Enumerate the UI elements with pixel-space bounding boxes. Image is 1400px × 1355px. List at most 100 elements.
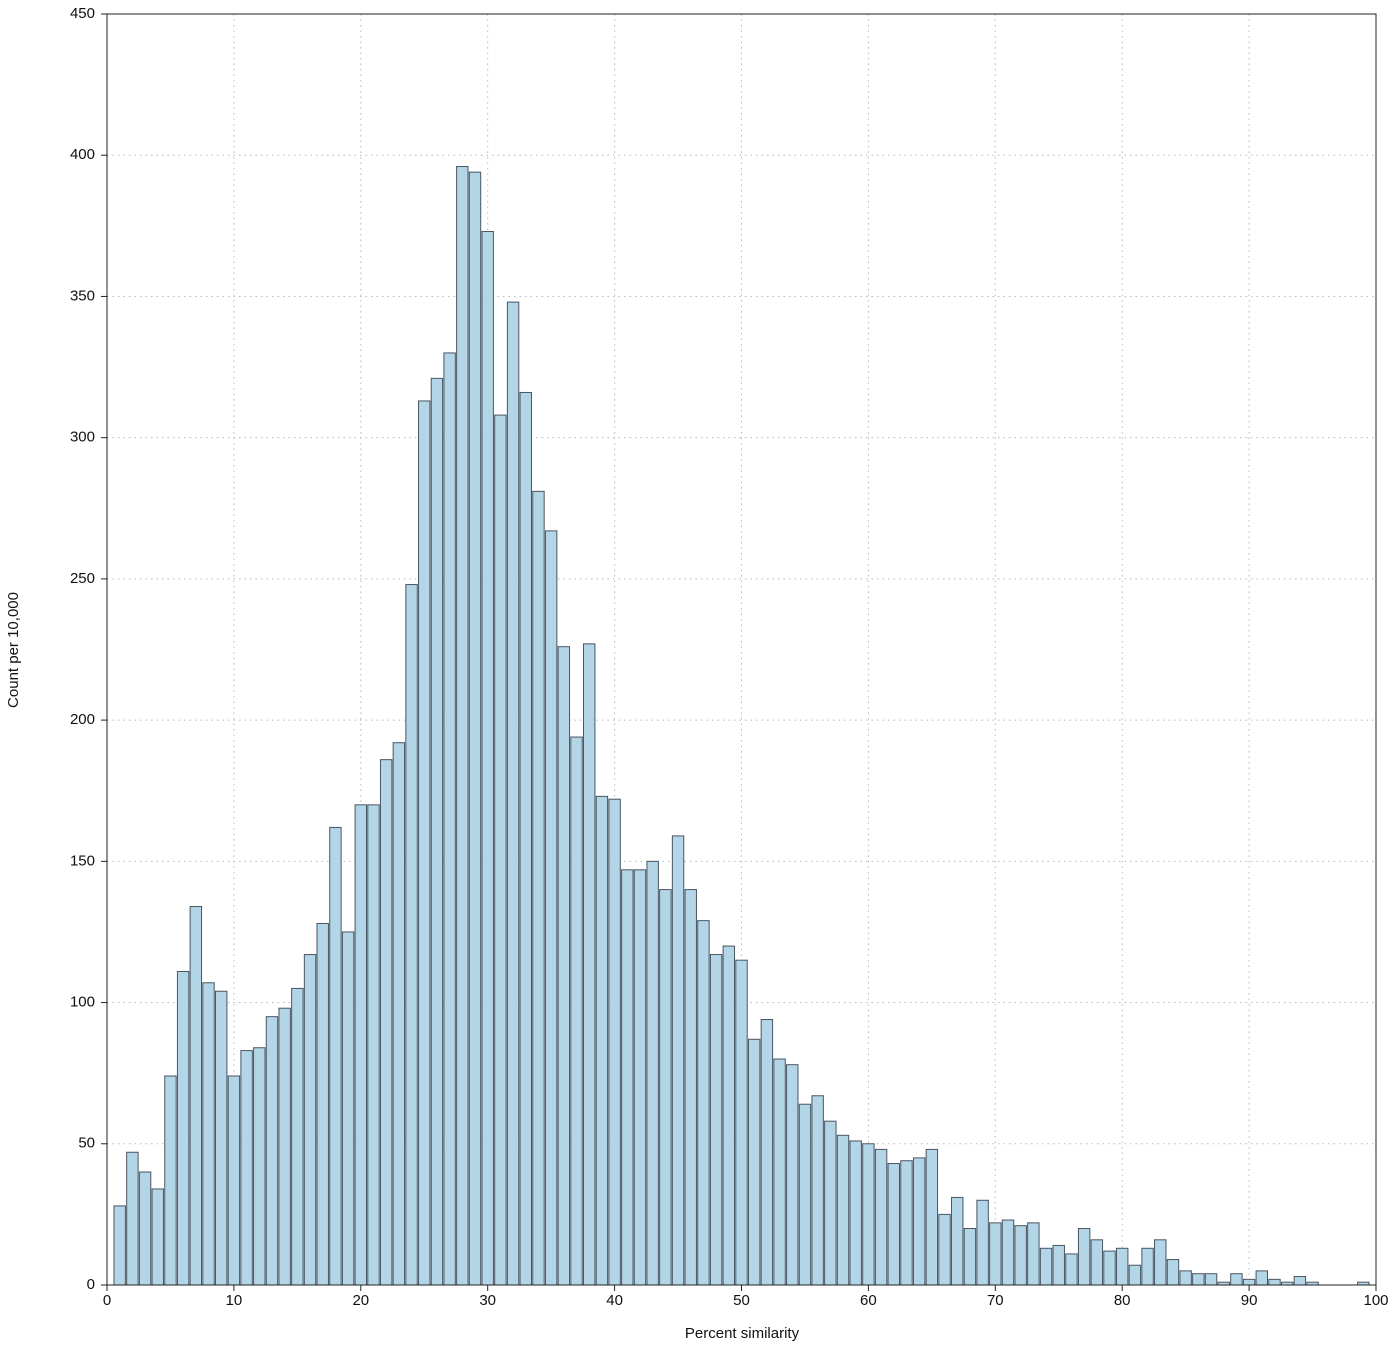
bar bbox=[1242, 1278, 1256, 1286]
bar bbox=[481, 230, 494, 1286]
bar bbox=[773, 1058, 786, 1286]
x-tick-label: 80 bbox=[1114, 1292, 1131, 1309]
bar bbox=[1268, 1278, 1281, 1286]
bar bbox=[405, 584, 418, 1286]
bar bbox=[659, 889, 672, 1286]
bar bbox=[176, 970, 190, 1286]
y-tick-label: 350 bbox=[70, 287, 95, 304]
bar bbox=[1192, 1273, 1205, 1286]
bar bbox=[291, 987, 304, 1286]
bar bbox=[202, 982, 215, 1286]
bar bbox=[494, 414, 507, 1286]
bar bbox=[138, 1171, 152, 1286]
bar bbox=[836, 1134, 850, 1286]
bar bbox=[900, 1160, 913, 1286]
bar bbox=[189, 906, 203, 1286]
bar bbox=[214, 990, 228, 1286]
x-tick-label: 30 bbox=[479, 1292, 496, 1309]
y-tick-label: 300 bbox=[70, 429, 95, 446]
y-tick-label: 200 bbox=[70, 711, 95, 728]
y-tick-label: 250 bbox=[70, 570, 95, 587]
bar bbox=[1255, 1270, 1269, 1286]
bar bbox=[786, 1064, 799, 1286]
bar bbox=[976, 1199, 989, 1286]
bar bbox=[621, 869, 634, 1286]
bar bbox=[367, 804, 380, 1286]
bar bbox=[329, 826, 342, 1286]
bar bbox=[544, 530, 558, 1286]
bar bbox=[811, 1095, 824, 1286]
bar bbox=[316, 922, 329, 1286]
bar bbox=[1065, 1253, 1078, 1286]
bar bbox=[912, 1157, 926, 1286]
bar bbox=[722, 945, 736, 1286]
bar bbox=[341, 931, 355, 1286]
x-tick-label: 60 bbox=[860, 1292, 877, 1309]
bar bbox=[595, 795, 609, 1286]
y-tick-label: 100 bbox=[70, 994, 95, 1011]
bar bbox=[925, 1148, 939, 1286]
bar bbox=[938, 1213, 951, 1286]
bar bbox=[164, 1075, 177, 1286]
x-tick-label: 100 bbox=[1363, 1292, 1388, 1309]
bar bbox=[303, 954, 317, 1286]
bar bbox=[354, 804, 368, 1286]
bar bbox=[532, 490, 545, 1286]
bar bbox=[760, 1019, 774, 1286]
bar bbox=[392, 742, 406, 1286]
bar bbox=[1014, 1225, 1027, 1286]
bar bbox=[570, 736, 583, 1286]
bar bbox=[1141, 1247, 1154, 1286]
bar bbox=[1204, 1273, 1218, 1286]
bar bbox=[951, 1196, 964, 1286]
bar bbox=[583, 643, 596, 1286]
bar bbox=[1293, 1276, 1307, 1286]
bar bbox=[506, 301, 520, 1286]
plot-frame bbox=[106, 13, 1377, 1286]
bar bbox=[697, 920, 710, 1286]
bar bbox=[227, 1075, 241, 1286]
bar bbox=[443, 352, 456, 1286]
bar bbox=[849, 1140, 862, 1286]
bar bbox=[1154, 1239, 1167, 1286]
bar bbox=[671, 835, 685, 1286]
bar bbox=[468, 171, 482, 1286]
x-tick-label: 50 bbox=[733, 1292, 750, 1309]
bar bbox=[126, 1151, 139, 1286]
y-tick-label: 50 bbox=[78, 1135, 95, 1152]
bar bbox=[608, 798, 621, 1286]
bar bbox=[798, 1103, 812, 1286]
bar bbox=[1001, 1219, 1015, 1286]
bar bbox=[874, 1148, 888, 1286]
bar bbox=[1103, 1250, 1116, 1286]
bar bbox=[151, 1188, 164, 1286]
bar bbox=[735, 959, 748, 1286]
bar bbox=[1027, 1222, 1040, 1286]
bar bbox=[1128, 1264, 1142, 1286]
y-tick-label: 450 bbox=[70, 5, 95, 22]
bar bbox=[430, 377, 444, 1286]
y-tick-label: 0 bbox=[87, 1276, 95, 1293]
bar bbox=[253, 1047, 266, 1286]
bar bbox=[862, 1143, 875, 1286]
x-tick-label: 10 bbox=[226, 1292, 243, 1309]
x-tick-label: 0 bbox=[103, 1292, 111, 1309]
bar bbox=[278, 1007, 291, 1286]
bar bbox=[963, 1228, 977, 1286]
bar bbox=[989, 1222, 1002, 1286]
bar bbox=[1230, 1273, 1243, 1286]
bar bbox=[265, 1016, 279, 1286]
bar bbox=[747, 1038, 761, 1286]
bar bbox=[633, 869, 647, 1286]
bar bbox=[1090, 1239, 1104, 1286]
bar bbox=[1166, 1259, 1180, 1286]
bar bbox=[519, 391, 532, 1286]
x-axis-label: Percent similarity bbox=[685, 1325, 800, 1342]
x-tick-label: 70 bbox=[987, 1292, 1004, 1309]
bar bbox=[1115, 1247, 1129, 1286]
bar bbox=[824, 1120, 837, 1286]
y-axis-label: Count per 10,000 bbox=[5, 592, 22, 708]
y-tick-label: 150 bbox=[70, 852, 95, 869]
bar bbox=[379, 759, 393, 1286]
